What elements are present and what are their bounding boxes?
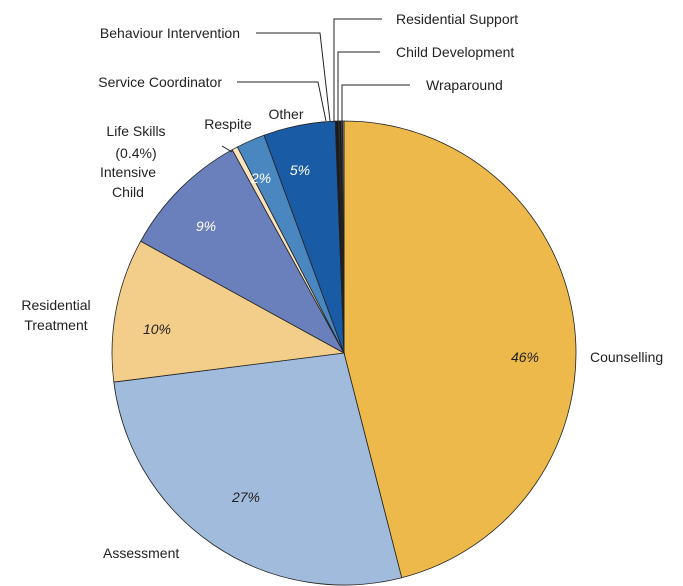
pie-slice	[113, 352, 403, 586]
slice-label: Intensive Child	[99, 164, 157, 200]
pie-slice	[343, 120, 577, 579]
value-label: 27%	[231, 489, 261, 505]
leader-line	[256, 32, 331, 122]
slice-label: Wraparound	[426, 77, 503, 93]
value-label: 2%	[250, 170, 272, 186]
leader-line	[341, 84, 410, 121]
pie-slice	[111, 240, 346, 383]
slice-label: Child Development	[396, 44, 515, 60]
leader-line	[337, 51, 380, 121]
value-label: 10%	[142, 321, 172, 337]
slice-label: Assessment	[103, 545, 180, 561]
slice-label: Residential Treatment	[21, 297, 91, 333]
value-label: (0.4%)	[115, 145, 157, 161]
leader-line	[237, 81, 327, 122]
slice-label: Life Skills	[106, 123, 166, 139]
pie-slice	[140, 149, 346, 355]
slice-label: Other	[268, 106, 304, 122]
leader-line	[221, 145, 233, 153]
value-label: 46%	[510, 349, 540, 365]
leader-line	[333, 18, 382, 121]
slice-label: Residential Support	[396, 11, 519, 27]
slice-label: Counselling	[590, 349, 664, 365]
value-label: 5%	[289, 162, 311, 178]
pie-slice	[342, 120, 345, 354]
value-label: 9%	[195, 218, 217, 234]
slice-label: Respite	[204, 116, 252, 132]
slice-label: Service Coordinator	[98, 74, 222, 90]
slice-label: Behaviour Intervention	[99, 25, 240, 41]
